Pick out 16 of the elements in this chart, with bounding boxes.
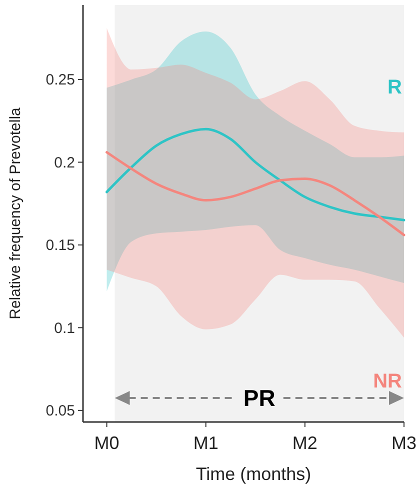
x-tick-label: M1 (193, 433, 218, 453)
line-series (106, 151, 406, 236)
y-tick-label: 0.15 (46, 237, 75, 254)
y-axis-title: Relative frequency of Prevotella (7, 106, 24, 320)
band-label: PR (243, 385, 276, 411)
x-tick-label: M2 (292, 433, 318, 453)
text: R (388, 76, 403, 99)
x-tick-label: M3 (391, 433, 417, 453)
y-tick-label: 0.25 (46, 72, 75, 89)
text: NR (373, 370, 403, 393)
x-tick-label: M0 (94, 433, 120, 453)
y-tick-label: 0.2 (54, 154, 75, 172)
x-axis-title: Time (months) (196, 464, 312, 484)
y-tick-label: 0.05 (46, 402, 75, 420)
y-tick-label: 0.1 (54, 320, 75, 337)
line-series (106, 128, 406, 222)
